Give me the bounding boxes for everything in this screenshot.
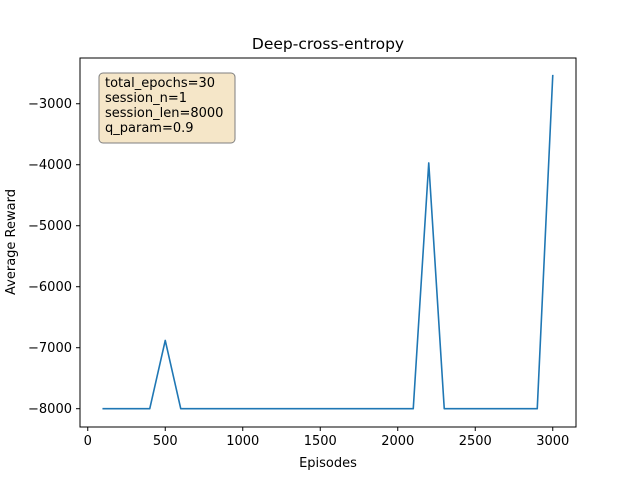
y-axis-label: Average Reward — [4, 189, 19, 295]
annotation-box — [98, 72, 236, 144]
y-tick-label: −4000 — [28, 158, 72, 173]
y-tick-label: −5000 — [28, 219, 72, 234]
y-axis: −8000 −7000 −6000 −5000 −4000 −3000 — [28, 97, 80, 417]
annotation-line-3: session_len=8000 — [105, 106, 223, 121]
x-tick-label: 3000 — [536, 434, 569, 449]
y-tick-label: −3000 — [28, 97, 72, 112]
series-layer — [102, 74, 554, 410]
x-tick-label: 1500 — [304, 434, 337, 449]
plot-frame — [79, 57, 577, 428]
annotation-line-2: session_n=1 — [105, 91, 187, 106]
x-tick-label: 0 — [84, 434, 92, 449]
series-line-0 — [102, 74, 554, 410]
parameter-annotation: total_epochs=30 session_n=1 session_len=… — [98, 72, 236, 144]
x-axis-label: Episodes — [299, 456, 357, 471]
annotation-line-4: q_param=0.9 — [105, 121, 194, 136]
x-axis: 0 500 1000 1500 2000 2500 3000 — [84, 427, 569, 449]
y-tick-label: −7000 — [28, 341, 72, 356]
y-tick-label: −6000 — [28, 280, 72, 295]
x-tick-label: 2000 — [381, 434, 414, 449]
annotation-line-1: total_epochs=30 — [105, 76, 215, 91]
chart-title: Deep-cross-entropy — [252, 35, 404, 53]
x-tick-label: 2500 — [459, 434, 492, 449]
x-tick-label: 500 — [153, 434, 178, 449]
y-tick-label: −8000 — [28, 402, 72, 417]
x-tick-label: 1000 — [226, 434, 259, 449]
